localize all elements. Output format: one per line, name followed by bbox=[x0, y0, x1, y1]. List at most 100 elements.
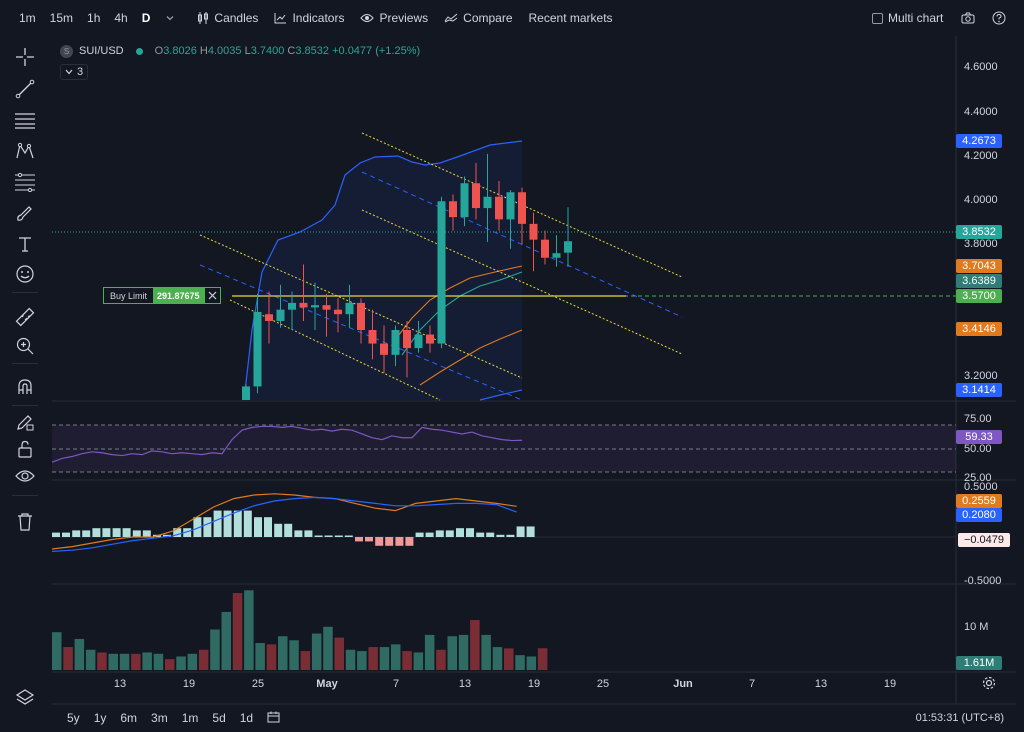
volume-bar bbox=[232, 593, 243, 670]
toolbar-divider bbox=[12, 363, 38, 364]
remove-drawings-tool[interactable] bbox=[12, 510, 38, 534]
volume-bar bbox=[323, 626, 333, 670]
timeframe-d[interactable]: D bbox=[141, 11, 151, 25]
pattern-tool[interactable] bbox=[12, 139, 38, 163]
macd-hist-bar bbox=[203, 517, 212, 537]
macd-hist-bar bbox=[102, 528, 111, 537]
time-tick: 13 bbox=[458, 678, 472, 690]
hide-drawings-tool[interactable] bbox=[12, 464, 38, 488]
screenshot-button[interactable] bbox=[961, 0, 975, 36]
range-3m[interactable]: 3m bbox=[151, 711, 168, 725]
range-1d[interactable]: 1d bbox=[239, 711, 254, 725]
volume-bar bbox=[515, 655, 525, 670]
timeframe-4h[interactable]: 4h bbox=[114, 11, 128, 25]
price-badge-bb-lower: 3.1414 bbox=[956, 383, 1002, 397]
bollinger-fill bbox=[244, 141, 522, 400]
range-5d[interactable]: 5d bbox=[212, 711, 226, 725]
macd-hist-bar bbox=[284, 523, 293, 537]
text-icon bbox=[19, 237, 31, 252]
volume-value-badge: 1.61M bbox=[956, 656, 1002, 670]
chart-settings-button[interactable] bbox=[981, 675, 997, 694]
crosshair-tool[interactable] bbox=[12, 45, 38, 69]
magnifier-plus-icon bbox=[16, 337, 34, 355]
timeframe-1m[interactable]: 1m bbox=[19, 11, 36, 25]
volume-bar bbox=[470, 620, 480, 670]
recent-markets-button[interactable]: Recent markets bbox=[521, 11, 621, 25]
eye-icon bbox=[360, 14, 375, 22]
range-1y[interactable]: 1y bbox=[93, 711, 107, 725]
candles-label: Candles bbox=[214, 11, 259, 25]
compare-label: Compare bbox=[463, 11, 513, 25]
range-5y[interactable]: 5y bbox=[67, 711, 80, 725]
timeframe-1h[interactable]: 1h bbox=[87, 11, 101, 25]
magnet-tool[interactable] bbox=[12, 375, 38, 399]
order-value: 291.87675 bbox=[153, 288, 204, 303]
candle-body bbox=[276, 309, 285, 321]
candle-body bbox=[345, 302, 354, 315]
trend-line-tool[interactable] bbox=[12, 77, 38, 101]
ruler-tool[interactable] bbox=[12, 305, 38, 329]
clock-timezone[interactable]: 01:53:31 (UTC+8) bbox=[915, 712, 1004, 724]
previews-button[interactable]: Previews bbox=[352, 11, 436, 25]
price-badge-last: 3.8532 bbox=[956, 225, 1002, 239]
buy-limit-order[interactable]: Buy Limit 291.87675 bbox=[103, 287, 221, 304]
macd-hist-bar bbox=[72, 530, 81, 537]
compare-button[interactable]: Compare bbox=[436, 11, 520, 25]
symbol-name[interactable]: SUI/USD bbox=[79, 45, 124, 57]
price-badge-buy-limit: 3.5700 bbox=[956, 289, 1002, 303]
candle-body bbox=[483, 196, 492, 209]
volume-bar bbox=[221, 611, 231, 670]
help-button[interactable] bbox=[992, 0, 1006, 36]
time-tick: Jun bbox=[673, 678, 693, 690]
macd-hist-bar bbox=[274, 523, 283, 537]
volume-bar bbox=[300, 651, 311, 670]
volume-bar bbox=[413, 652, 424, 670]
top-toolbar: 1m 15m 1h 4h D Candles Indicators Previe… bbox=[0, 0, 1024, 36]
chevron-down-icon bbox=[65, 69, 73, 75]
crosshair-icon bbox=[16, 48, 34, 66]
pattern-icon bbox=[16, 142, 34, 159]
time-tick: 13 bbox=[814, 678, 828, 690]
object-tree-tool[interactable] bbox=[12, 686, 38, 710]
range-1m[interactable]: 1m bbox=[181, 711, 199, 725]
macd-tick: -0.5000 bbox=[964, 575, 1002, 587]
volume-bar bbox=[266, 644, 277, 670]
timeframe-dropdown[interactable] bbox=[157, 13, 183, 23]
channel-line bbox=[361, 209, 683, 355]
timeframe-15m[interactable]: 15m bbox=[49, 11, 74, 25]
range-6m[interactable]: 6m bbox=[120, 711, 138, 725]
macd-hist-bar bbox=[334, 535, 343, 537]
cancel-order-button[interactable] bbox=[203, 288, 220, 303]
volume-bar bbox=[357, 651, 367, 670]
multi-chart-checkbox[interactable] bbox=[872, 12, 883, 24]
layers-icon bbox=[15, 689, 35, 705]
lock-drawings-tool[interactable] bbox=[12, 410, 38, 434]
macd-hist-bar bbox=[314, 535, 323, 537]
volume-bar bbox=[142, 652, 152, 670]
macd-hist-bar bbox=[516, 526, 525, 537]
horizontal-lines-tool[interactable] bbox=[12, 108, 38, 132]
indicators-collapse-button[interactable]: 3 bbox=[60, 64, 88, 80]
multi-chart-toggle[interactable]: Multi chart bbox=[872, 0, 943, 36]
fib-tool[interactable] bbox=[12, 170, 38, 194]
volume-bar bbox=[52, 632, 62, 670]
volume-bar bbox=[481, 634, 491, 670]
indicators-button[interactable]: Indicators bbox=[266, 11, 352, 25]
time-tick: 7 bbox=[748, 678, 756, 690]
candle-body bbox=[322, 305, 331, 310]
candles-icon bbox=[198, 12, 209, 24]
zoom-in-tool[interactable] bbox=[12, 334, 38, 358]
volume-bar bbox=[187, 653, 198, 670]
macd-hist-bar bbox=[466, 528, 474, 537]
brush-tool[interactable] bbox=[12, 201, 38, 225]
candles-button[interactable]: Candles bbox=[189, 11, 266, 25]
channel-mid bbox=[361, 171, 683, 318]
text-tool[interactable] bbox=[12, 232, 38, 256]
goto-date-button[interactable] bbox=[260, 711, 287, 726]
question-circle-icon bbox=[992, 11, 1006, 25]
unlock-tool[interactable] bbox=[12, 437, 38, 461]
rsi-line bbox=[51, 425, 523, 463]
emoji-tool[interactable] bbox=[12, 262, 38, 286]
volume-bar bbox=[379, 647, 390, 670]
